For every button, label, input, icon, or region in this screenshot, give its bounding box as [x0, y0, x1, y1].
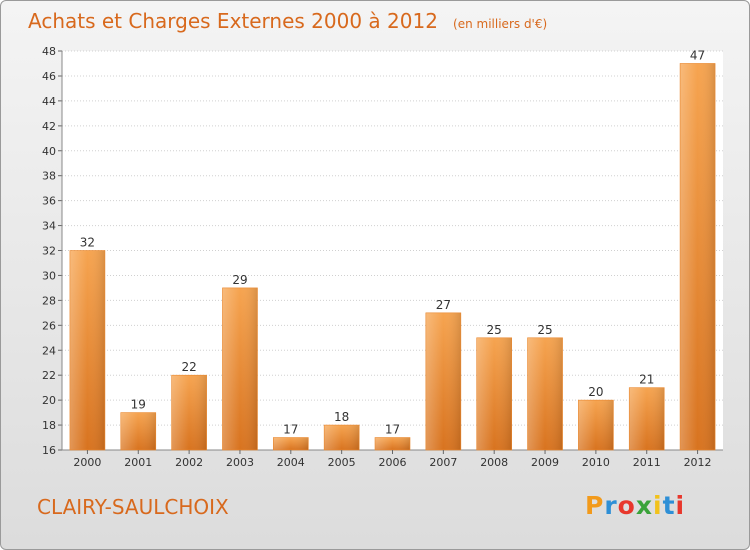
x-axis-ticks: 2000 2001 2002 2003 2004 2005 2006 2007 2008 2009… — [73, 450, 712, 469]
bar-highlight — [222, 287, 258, 450]
bar-2011: 21 — [628, 373, 665, 451]
bar-2000: 32 — [69, 236, 106, 451]
y-tick-label: 30 — [42, 269, 56, 282]
bar-value-label: 17 — [385, 423, 400, 437]
bar-2009: 25 — [527, 323, 563, 451]
logo-letter: i — [653, 491, 663, 520]
bar-2003: 29 — [222, 273, 258, 451]
chart-subtitle: (en milliers d'€) — [453, 17, 548, 31]
x-tick-label: 2009 — [531, 456, 559, 469]
y-tick-label: 38 — [42, 170, 56, 183]
bar-highlight — [680, 63, 716, 450]
bar-2007: 27 — [425, 298, 462, 451]
gridlines — [62, 50, 723, 426]
y-tick-label: 22 — [42, 369, 56, 382]
bar-highlight — [69, 250, 105, 450]
title-line: Achats et Charges Externes 2000 à 2012 (… — [28, 9, 547, 33]
bar-value-label: 20 — [588, 385, 603, 399]
logo-letter: o — [617, 491, 636, 520]
x-tick-label: 2005 — [328, 456, 356, 469]
chart-title: Achats et Charges Externes 2000 à 2012 — [28, 9, 438, 33]
bar-highlight — [425, 312, 461, 450]
bar-highlight — [120, 412, 156, 450]
bar-value-label: 29 — [232, 273, 247, 287]
bar-highlight — [171, 375, 207, 450]
bar-value-label: 17 — [283, 423, 298, 437]
location-name: CLAIRY-SAULCHOIX — [37, 495, 229, 519]
bar-2010: 20 — [578, 385, 614, 451]
bar-value-label: 47 — [690, 48, 705, 62]
bar-2008: 25 — [476, 323, 512, 451]
x-tick-label: 2002 — [175, 456, 203, 469]
bar-value-label: 22 — [181, 360, 196, 374]
y-tick-label: 36 — [42, 195, 56, 208]
x-tick-label: 2006 — [379, 456, 407, 469]
bar-value-label: 25 — [487, 323, 502, 337]
logo-letter: i — [675, 491, 686, 520]
bars: 32 19 22 29 17 18 17 27 25 25 20 21 47 — [69, 48, 716, 451]
x-tick-label: 2012 — [684, 456, 712, 469]
bar-value-label: 25 — [537, 323, 552, 337]
bar-2004: 17 — [273, 423, 309, 451]
x-tick-label: 2003 — [226, 456, 254, 469]
x-tick-label: 2008 — [480, 456, 508, 469]
bar-highlight — [476, 337, 512, 450]
y-tick-label: 40 — [42, 145, 56, 158]
y-tick-label: 20 — [42, 394, 56, 407]
bar-value-label: 21 — [639, 373, 654, 387]
y-tick-label: 18 — [42, 419, 56, 432]
bar-2001: 19 — [120, 398, 157, 451]
y-tick-label: 46 — [42, 70, 56, 83]
proxiti-logo: Proxiti — [585, 491, 685, 520]
bar-value-label: 32 — [80, 236, 95, 250]
x-tick-label: 2000 — [73, 456, 101, 469]
bar-value-label: 18 — [334, 410, 349, 424]
y-tick-label: 26 — [42, 319, 56, 332]
bar-2012: 47 — [679, 48, 716, 451]
bar-2006: 17 — [374, 423, 411, 451]
logo-letter: x — [635, 491, 653, 520]
bar-value-label: 27 — [436, 298, 451, 312]
y-tick-label: 48 — [42, 45, 56, 58]
y-tick-label: 42 — [42, 120, 56, 133]
x-tick-label: 2001 — [124, 456, 152, 469]
bar-2005: 18 — [323, 410, 360, 451]
bar-highlight — [375, 437, 410, 450]
x-tick-label: 2010 — [582, 456, 610, 469]
x-tick-label: 2004 — [277, 456, 305, 469]
bar-2002: 22 — [171, 360, 207, 451]
bar-value-label: 19 — [131, 398, 146, 412]
y-tick-label: 34 — [42, 220, 56, 233]
bar-highlight — [324, 425, 360, 450]
y-tick-label: 24 — [42, 344, 56, 357]
y-tick-label: 16 — [42, 444, 56, 457]
y-tick-label: 28 — [42, 294, 56, 307]
logo-letter: P — [585, 491, 605, 520]
x-tick-label: 2011 — [633, 456, 661, 469]
bar-highlight — [578, 400, 614, 450]
y-tick-label: 44 — [42, 95, 56, 108]
x-tick-label: 2007 — [429, 456, 457, 469]
bar-highlight — [629, 387, 665, 450]
logo-letter: t — [662, 491, 676, 520]
bar-highlight — [527, 337, 563, 450]
logo-letter: r — [604, 491, 618, 520]
bar-highlight — [273, 437, 309, 450]
y-tick-label: 32 — [42, 245, 56, 258]
